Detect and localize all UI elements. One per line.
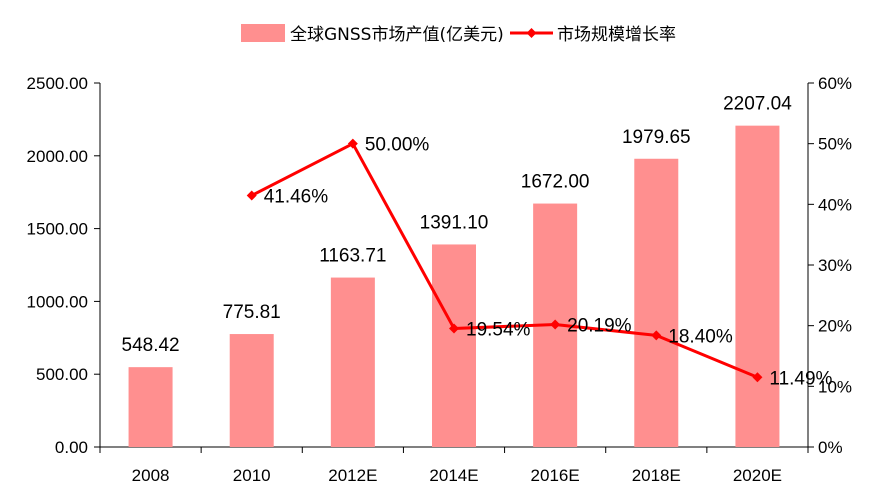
line-data-label: 11.49% bbox=[769, 368, 832, 389]
y-right-tick-label: 10% bbox=[818, 377, 852, 396]
bar bbox=[128, 367, 173, 447]
chart-axes: 0.00 500.00 1000.00 1500.00 2000.00 2500.00 0%… bbox=[27, 74, 852, 485]
line-series: 41.46% 50.00% 19.54% 20.19% 18.40% 11.49% bbox=[246, 135, 833, 389]
line-data-label: 41.46% bbox=[264, 186, 329, 207]
line-point bbox=[347, 138, 358, 149]
y-right-tick-label: 30% bbox=[818, 256, 852, 275]
bar-data-label: 1979.65 bbox=[622, 127, 691, 148]
bar-data-label: 1391.10 bbox=[420, 212, 489, 233]
line-point bbox=[550, 319, 561, 330]
bar-data-label: 1672.00 bbox=[521, 172, 590, 193]
x-tick-label: 2020E bbox=[733, 466, 782, 485]
y-left-tick-label: 0.00 bbox=[55, 438, 88, 457]
legend-bar-swatch bbox=[241, 24, 285, 42]
y-left-tick-label: 2500.00 bbox=[27, 74, 88, 93]
bar bbox=[735, 125, 780, 448]
x-tick-label: 2008 bbox=[132, 466, 170, 485]
y-right-tick-label: 40% bbox=[818, 195, 852, 214]
bar bbox=[330, 277, 375, 447]
growth-rate-line bbox=[251, 142, 759, 379]
line-data-label: 20.19% bbox=[567, 316, 632, 337]
bar-data-label: 548.42 bbox=[122, 335, 180, 356]
x-tick-label: 2014E bbox=[429, 466, 478, 485]
line-data-label: 19.54% bbox=[466, 319, 531, 340]
bar-data-label: 775.81 bbox=[223, 302, 281, 323]
y-right-tick-label: 20% bbox=[818, 317, 852, 336]
line-data-label: 18.40% bbox=[668, 326, 733, 347]
legend-line-label: 市场规模增长率 bbox=[557, 25, 676, 45]
x-tick-label: 2010 bbox=[233, 466, 271, 485]
line-point bbox=[449, 323, 459, 334]
bar bbox=[432, 244, 476, 447]
line-point bbox=[246, 190, 257, 201]
y-left-tick-label: 1000.00 bbox=[27, 292, 88, 311]
bar-data-label: 1163.71 bbox=[319, 246, 386, 267]
y-left-tick-label: 500.00 bbox=[36, 365, 88, 384]
bar-data-label: 2207.04 bbox=[723, 94, 792, 115]
y-right-tick-label: 0% bbox=[818, 438, 843, 457]
x-tick-label: 2016E bbox=[531, 466, 580, 485]
line-data-label: 50.00% bbox=[365, 135, 430, 156]
x-tick-label: 2012E bbox=[328, 466, 377, 485]
x-tick-label: 2018E bbox=[632, 466, 681, 485]
bar-series: 548.42 775.81 1163.71 1391.10 1672.00 1979.65… bbox=[122, 94, 792, 448]
line-point bbox=[752, 372, 763, 383]
bar bbox=[229, 334, 274, 447]
legend-line-marker bbox=[526, 28, 537, 38]
bar bbox=[634, 158, 679, 448]
y-right-tick-label: 50% bbox=[818, 135, 852, 154]
chart-legend: 全球GNSS市场产值(亿美元) 市场规模增长率 bbox=[241, 24, 676, 45]
y-left-tick-label: 2000.00 bbox=[27, 147, 88, 166]
y-left-tick-label: 1500.00 bbox=[27, 220, 88, 239]
line-point bbox=[651, 330, 662, 341]
y-right-tick-label: 60% bbox=[818, 74, 852, 93]
legend-bar-label: 全球GNSS市场产值(亿美元) bbox=[290, 25, 504, 45]
